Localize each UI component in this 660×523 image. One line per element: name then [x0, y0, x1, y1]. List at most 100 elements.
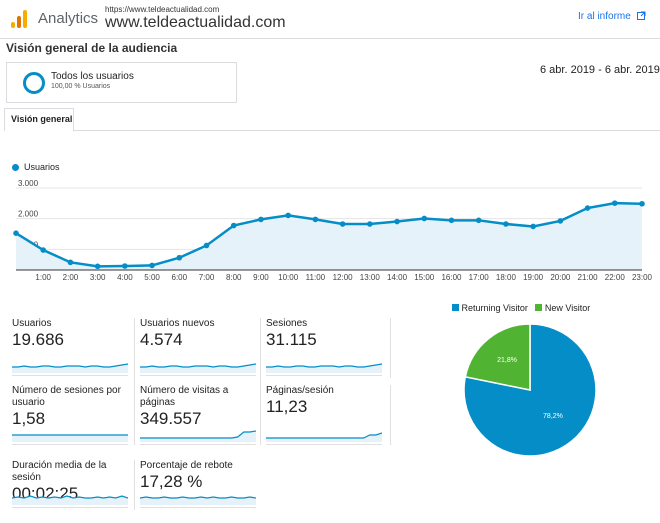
sparkline: [266, 363, 382, 373]
segment-subtitle: 100,00 % Usuarios: [51, 83, 111, 90]
pie-slice: [463, 323, 597, 457]
line-legend-dot: [12, 164, 19, 171]
x-tick-label: 7:00: [199, 273, 215, 282]
pie-slice-label: 78,2%: [543, 413, 563, 420]
metric-card[interactable]: Número de visitas a páginas 349.557: [140, 385, 256, 445]
metric-card[interactable]: Número de sesiones por usuario 1,58: [12, 385, 128, 445]
sparkline-area: [266, 364, 382, 373]
data-point: [40, 247, 47, 253]
segment-circle-icon: [23, 72, 45, 94]
metric-value: 11,23: [266, 397, 308, 416]
metric-card[interactable]: Duración media de la sesión 00:02:25: [12, 460, 128, 508]
metric-value: 17,28 %: [140, 472, 203, 491]
series-line: [15, 201, 643, 268]
segment-chip[interactable]: Todos los usuarios 100,00 % Usuarios: [6, 62, 237, 103]
sparkline-area: [140, 497, 256, 505]
x-tick-label: 10:00: [278, 273, 299, 282]
pie-slice: [464, 323, 531, 391]
y-tick-label: 3.000: [18, 179, 39, 188]
visitor-type-pie-chart: 78,2% 21,8%: [463, 323, 597, 457]
data-point: [339, 221, 346, 227]
sparkline-area: [140, 364, 256, 373]
x-tick-label: 15:00: [414, 273, 435, 282]
data-point: [230, 222, 237, 229]
data-point: [258, 216, 264, 223]
sparkline-line: [140, 363, 256, 368]
x-tick-label: 18:00: [496, 273, 517, 282]
y-tick-label: 2.000: [18, 210, 39, 219]
data-point: [122, 263, 128, 269]
report-link[interactable]: Ir al informe: [578, 11, 646, 22]
report-link-label[interactable]: Ir al informe: [578, 11, 631, 22]
data-point: [639, 200, 645, 207]
logo-bar-mid: [17, 16, 21, 28]
x-tick-label: 11:00: [306, 273, 326, 282]
x-tick-label: 4:00: [117, 273, 133, 282]
data-point: [475, 217, 482, 224]
data-point: [285, 212, 291, 219]
x-tick-label: 22:00: [605, 273, 626, 282]
sparkline: [12, 363, 128, 373]
date-range[interactable]: 6 abr. 2019 - 6 abr. 2019: [540, 64, 660, 76]
tab-vision-general[interactable]: Visión general: [4, 108, 74, 131]
metric-label: Páginas/sesión: [266, 385, 334, 396]
metric-value: 31.115: [266, 330, 317, 349]
sparkline-line: [12, 363, 128, 368]
sparkline-line: [140, 496, 256, 499]
x-tick-label: 2:00: [63, 273, 79, 282]
metric-card[interactable]: Usuarios 19.686: [12, 318, 128, 376]
data-point: [67, 259, 74, 266]
data-point: [13, 230, 19, 236]
metric-separator: [260, 318, 261, 445]
data-point: [448, 217, 455, 224]
metric-card[interactable]: Porcentaje de rebote 17,28 %: [140, 460, 256, 508]
sparkline: [12, 495, 128, 505]
x-tick-label: 9:00: [253, 273, 269, 282]
site-name: www.teldeactualidad.com: [105, 14, 286, 31]
metric-label: Usuarios: [12, 318, 52, 329]
sparkline: [140, 496, 256, 505]
sparkline-line: [140, 430, 256, 439]
metric-separator: [134, 318, 135, 445]
metric-card[interactable]: Sesiones 31.115: [266, 318, 382, 376]
tab-bar-line: [74, 130, 660, 131]
x-tick-label: 19:00: [523, 273, 544, 282]
sparkline-area: [266, 433, 382, 442]
data-point: [611, 200, 618, 206]
legend-swatch-new: [535, 304, 543, 311]
metric-card[interactable]: Usuarios nuevos 4.574: [140, 318, 256, 376]
sparkline-area: [12, 364, 128, 373]
metric-label: Usuarios nuevos: [140, 318, 215, 329]
page-title: Visión general de la audiencia: [6, 41, 178, 55]
x-tick-label: 16:00: [441, 273, 462, 282]
sparkline-area: [140, 431, 256, 442]
data-point: [557, 218, 564, 224]
area-fill: [16, 203, 642, 270]
metric-label: Duración media de la sesión: [12, 460, 107, 483]
product-name: Analytics: [38, 10, 99, 27]
analytics-logo[interactable]: [10, 8, 30, 30]
tab-label[interactable]: Visión general: [11, 114, 73, 124]
data-point: [203, 242, 210, 249]
sparkline-line: [12, 495, 128, 499]
data-point: [176, 254, 183, 261]
metric-card[interactable]: Páginas/sesión 11,23: [266, 385, 382, 445]
data-point: [421, 215, 428, 222]
x-tick-label: 6:00: [172, 273, 188, 282]
data-point: [312, 216, 319, 223]
line-legend-label: Usuarios: [24, 162, 60, 172]
data-point: [367, 221, 373, 227]
metric-value: 19.686: [12, 330, 64, 349]
sparkline-line: [266, 363, 382, 368]
sparkline-area: [12, 496, 128, 505]
metric-label: Sesiones: [266, 318, 308, 329]
metric-separator: [390, 318, 391, 378]
metric-label: Número de visitas a páginas: [140, 385, 229, 408]
sparkline: [12, 434, 128, 442]
data-point: [149, 262, 155, 269]
x-tick-label: 1:00: [35, 273, 51, 282]
sparkline: [140, 430, 256, 442]
data-point: [94, 263, 101, 270]
external-link-icon[interactable]: [636, 11, 646, 20]
metric-value: 4.574: [140, 330, 183, 349]
